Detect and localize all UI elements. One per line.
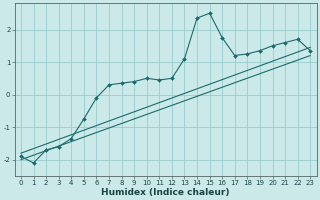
X-axis label: Humidex (Indice chaleur): Humidex (Indice chaleur) (101, 188, 230, 197)
